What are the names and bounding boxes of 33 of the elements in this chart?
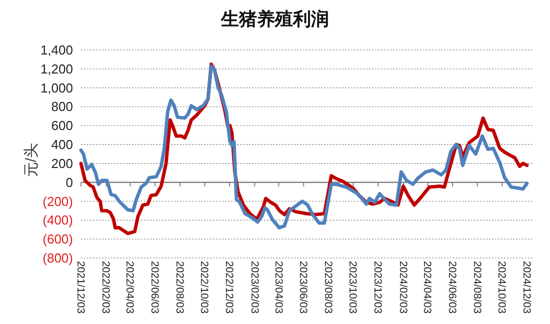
y-tick-label: 800: [51, 99, 73, 114]
x-tick-label: 2024/04/03: [421, 261, 434, 314]
y-tick-label: 1,000: [40, 80, 73, 96]
x-tick-label: 2022/06/03: [148, 261, 161, 314]
x-tick-label: 2022/08/03: [173, 261, 186, 314]
x-tick-label: 2023/10/03: [346, 261, 359, 314]
x-tick-label: 2022/02/03: [100, 261, 112, 314]
x-tick-label: 2024/02/03: [396, 261, 409, 314]
x-tick-label: 2024/12/03: [520, 261, 532, 314]
y-tick-label: 0: [66, 174, 73, 190]
y-tick-label: (800): [42, 250, 73, 266]
y-tick-label: 200: [51, 156, 73, 171]
y-tick-label: 1,200: [40, 61, 73, 76]
y-tick-label: 400: [51, 137, 73, 152]
y-tick-label: 600: [51, 118, 73, 134]
x-tick-label: 2024/10/03: [496, 261, 508, 314]
x-tick-label: 2022/12/03: [223, 261, 236, 314]
x-tick-label: 2023/08/03: [322, 261, 334, 314]
y-tick-label: 1,400: [40, 42, 73, 58]
y-tick-label: (200): [42, 194, 73, 209]
y-axis-title: 元/头: [23, 142, 40, 178]
y-tick-label: (400): [42, 212, 73, 228]
chart-title: 生猪养殖利润: [220, 9, 329, 29]
y-tick-label: (600): [42, 232, 73, 247]
x-tick-label: 2023/02/03: [248, 261, 260, 314]
x-tick-label: 2023/12/03: [372, 261, 384, 314]
x-tick-label: 2023/06/03: [297, 261, 310, 314]
x-tick-label: 2021/12/03: [74, 261, 86, 314]
x-tick-label: 2022/10/03: [198, 261, 210, 314]
x-tick-label: 2024/06/03: [446, 261, 458, 314]
x-tick-label: 2022/04/03: [124, 261, 136, 314]
x-tick-label: 2024/08/03: [470, 261, 483, 314]
x-tick-label: 2023/04/03: [272, 261, 284, 314]
